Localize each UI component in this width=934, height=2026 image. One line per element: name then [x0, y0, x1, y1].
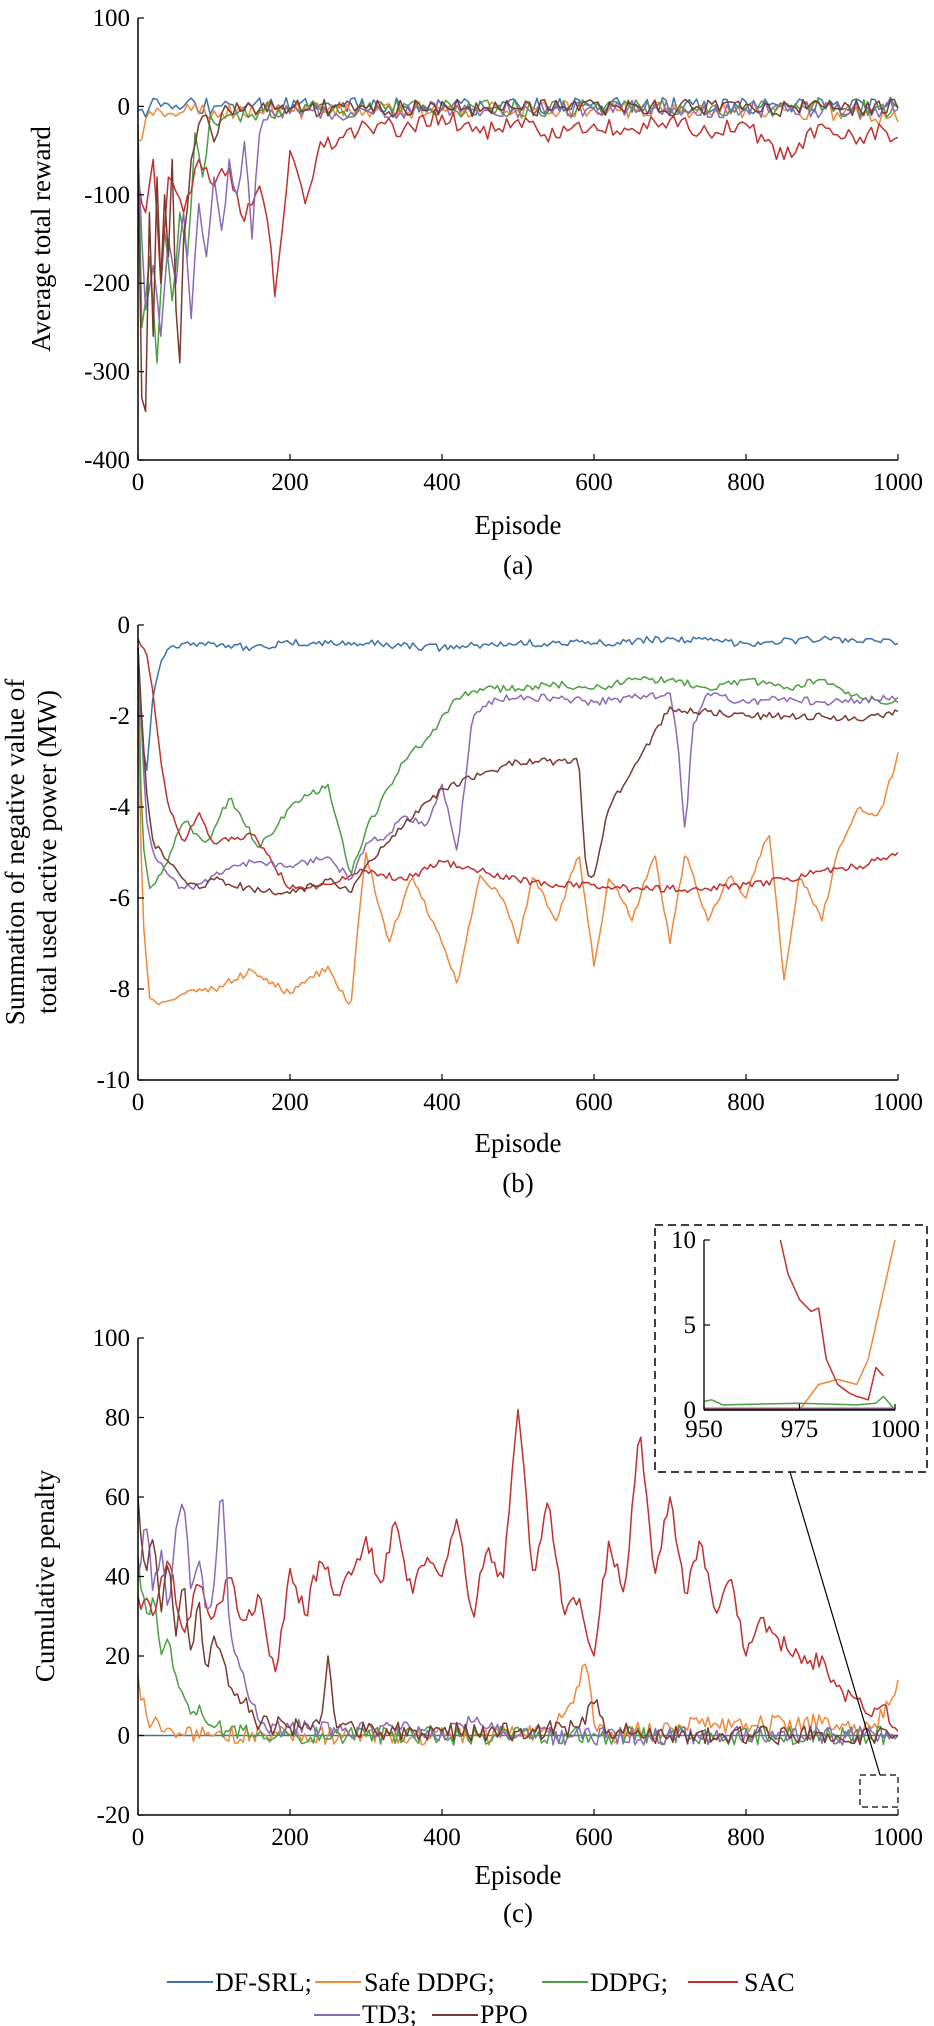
x-axis-label-c: Episode: [475, 1860, 562, 1890]
plot-area-c: [137, 1408, 899, 1746]
legend-label-td3: TD3;: [362, 2000, 417, 2026]
ticks-b: 0 200 400 600 800 1000 0 -2 -4 -6 -8 -10: [97, 612, 923, 1116]
legend-item-sac: SAC: [688, 1968, 795, 1997]
legend: DF-SRL; Safe DDPG; DDPG; SAC TD3; PPO: [167, 1968, 795, 2026]
series-line-ddpg-c: [137, 1556, 899, 1746]
y-tick-label-inset: 5: [684, 1312, 697, 1339]
zoom-region-marker: [859, 1774, 899, 1808]
legend-item-safe-ddpg: Safe DDPG;: [315, 1968, 495, 1997]
y-tick-label-c: -20: [97, 1802, 130, 1829]
caption-c: (c): [503, 1898, 533, 1928]
series-line-safe-ddpg-b: [137, 670, 899, 1006]
y-axis-label-b-line1: Summation of negative value of: [0, 679, 30, 1025]
plot-area-a: [137, 96, 899, 413]
x-tick-label-a: 200: [271, 469, 309, 496]
inset-frame: [654, 1224, 928, 1473]
series-line-td3-a: [137, 99, 899, 337]
x-tick-label-b: 0: [132, 1089, 145, 1116]
x-tick-label-a: 800: [727, 469, 765, 496]
y-tick-label-c: 100: [93, 1325, 131, 1352]
x-axis-label-a: Episode: [475, 510, 562, 540]
x-tick-label-a: 600: [575, 469, 613, 496]
series-line-ppo-a: [137, 98, 899, 413]
caption-b: (b): [502, 1168, 533, 1198]
y-tick-label-c: 80: [105, 1405, 130, 1432]
y-tick-label-c: 40: [105, 1564, 130, 1591]
legend-label-ppo: PPO: [480, 2000, 528, 2026]
legend-item-td3: TD3;: [314, 2000, 417, 2026]
y-tick-label-c: 60: [105, 1484, 130, 1511]
plot-area-b: [137, 635, 899, 1006]
series-line-safe-ddpg-inset: [704, 1239, 896, 1411]
y-axis-label-b-line2: total used active power (MW): [32, 690, 62, 1014]
y-axis-label-a: Average total reward: [26, 126, 56, 352]
series-line-df-srl-b: [137, 635, 899, 772]
y-tick-label-a: 0: [118, 93, 131, 120]
y-tick-label-b: -2: [109, 703, 130, 730]
x-tick-label-inset: 1000: [870, 1416, 920, 1443]
zoom-connector-line: [789, 1471, 881, 1776]
y-tick-label-a: 100: [93, 5, 131, 32]
x-axis-label-b: Episode: [475, 1128, 562, 1158]
legend-label-sac: SAC: [744, 1968, 795, 1997]
legend-item-df-srl: DF-SRL;: [167, 1968, 312, 1997]
y-tick-label-a: -100: [84, 182, 130, 209]
legend-label-df-srl: DF-SRL;: [215, 1968, 312, 1997]
y-tick-label-b: -10: [97, 1067, 130, 1094]
x-tick-label-c: 600: [575, 1824, 613, 1851]
x-tick-label-b: 400: [423, 1089, 461, 1116]
series-line-ddpg-b: [137, 647, 899, 890]
x-tick-label-inset: 950: [685, 1416, 723, 1443]
series-line-td3-c: [137, 1499, 899, 1746]
legend-label-safe-ddpg: Safe DDPG;: [364, 1968, 495, 1997]
y-tick-label-b: -6: [109, 885, 130, 912]
series-line-sac-c: [137, 1408, 899, 1732]
x-tick-label-b: 600: [575, 1089, 613, 1116]
x-tick-label-b: 800: [727, 1089, 765, 1116]
x-tick-label-c: 200: [271, 1824, 309, 1851]
series-line-ddpg-inset: [703, 1395, 896, 1411]
panel-b: 0 200 400 600 800 1000 0 -2 -4 -6 -8 -10 Episode Su…: [0, 612, 923, 1198]
y-tick-label-c: 20: [105, 1643, 130, 1670]
x-tick-label-a: 400: [423, 469, 461, 496]
x-tick-label-inset: 975: [781, 1416, 819, 1443]
y-tick-label-inset: 0: [684, 1397, 697, 1424]
y-tick-label-b: -8: [109, 976, 130, 1003]
legend-item-ddpg: DDPG;: [542, 1968, 668, 1997]
y-tick-label-a: -300: [84, 359, 130, 386]
series-line-ppo-b: [137, 647, 899, 896]
y-tick-label-b: 0: [118, 612, 131, 639]
x-tick-label-a: 0: [132, 469, 145, 496]
inset-ticks: 950 975 1000 10 5 0: [671, 1227, 920, 1443]
series-line-sac-a: [137, 109, 899, 298]
y-tick-label-inset: 10: [671, 1227, 696, 1254]
y-tick-label-a: -200: [84, 270, 130, 297]
series-line-sac-inset: [779, 1239, 885, 1401]
legend-label-ddpg: DDPG;: [590, 1968, 668, 1997]
y-tick-label-b: -4: [109, 794, 130, 821]
y-axis-label-c: Cumulative penalty: [30, 1469, 60, 1682]
series-line-td3-b: [137, 647, 899, 890]
x-tick-label-c: 1000: [873, 1824, 923, 1851]
x-tick-label-b: 200: [271, 1089, 309, 1116]
caption-a: (a): [503, 550, 533, 580]
legend-item-ppo: PPO: [432, 2000, 528, 2026]
y-tick-label-c: 0: [118, 1723, 131, 1750]
series-line-sac-b: [137, 638, 899, 894]
x-tick-label-c: 400: [423, 1824, 461, 1851]
x-tick-label-c: 800: [727, 1824, 765, 1851]
series-line-ppo-c: [137, 1496, 898, 1746]
y-tick-label-a: -400: [84, 447, 130, 474]
x-tick-label-b: 1000: [873, 1089, 923, 1116]
x-tick-label-a: 1000: [873, 469, 923, 496]
x-tick-label-c: 0: [132, 1824, 145, 1851]
